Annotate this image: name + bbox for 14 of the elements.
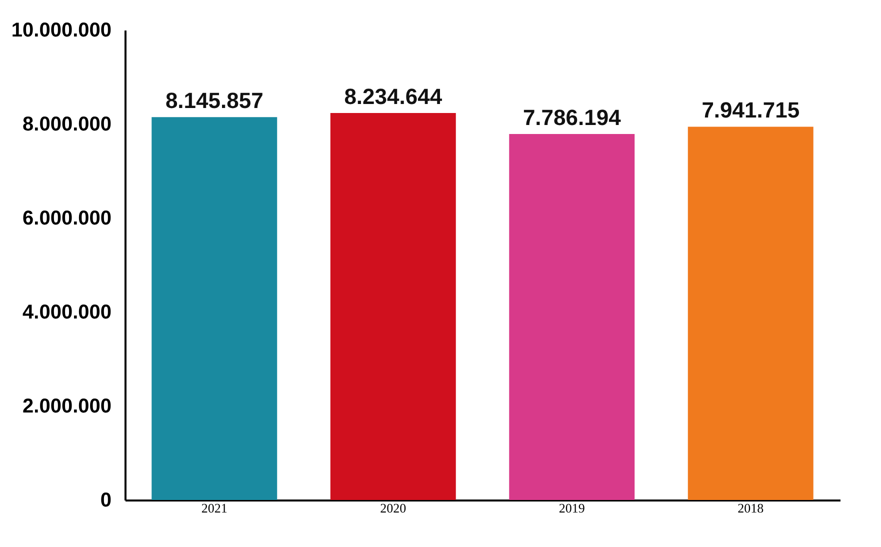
y-tick-label: 10.000.000 <box>11 20 112 42</box>
x-tick-label: 2019 <box>558 500 585 516</box>
y-tick-label: 0 <box>100 490 112 512</box>
y-tick-label: 2.000.000 <box>22 396 112 418</box>
y-tick-label: 4.000.000 <box>22 302 112 324</box>
x-tick-label: 2018 <box>738 500 764 516</box>
y-tick-label: 8.000.000 <box>22 114 112 136</box>
data-label: 8.234.644 <box>344 84 443 109</box>
data-label: 8.145.857 <box>165 88 264 114</box>
x-tick-label: 2021 <box>201 500 228 516</box>
data-label: 7.941.715 <box>702 98 800 123</box>
data-label: 7.786.194 <box>522 105 622 130</box>
x-tick-label: 2020 <box>380 500 406 516</box>
y-tick-label: 6.000.000 <box>22 208 112 230</box>
